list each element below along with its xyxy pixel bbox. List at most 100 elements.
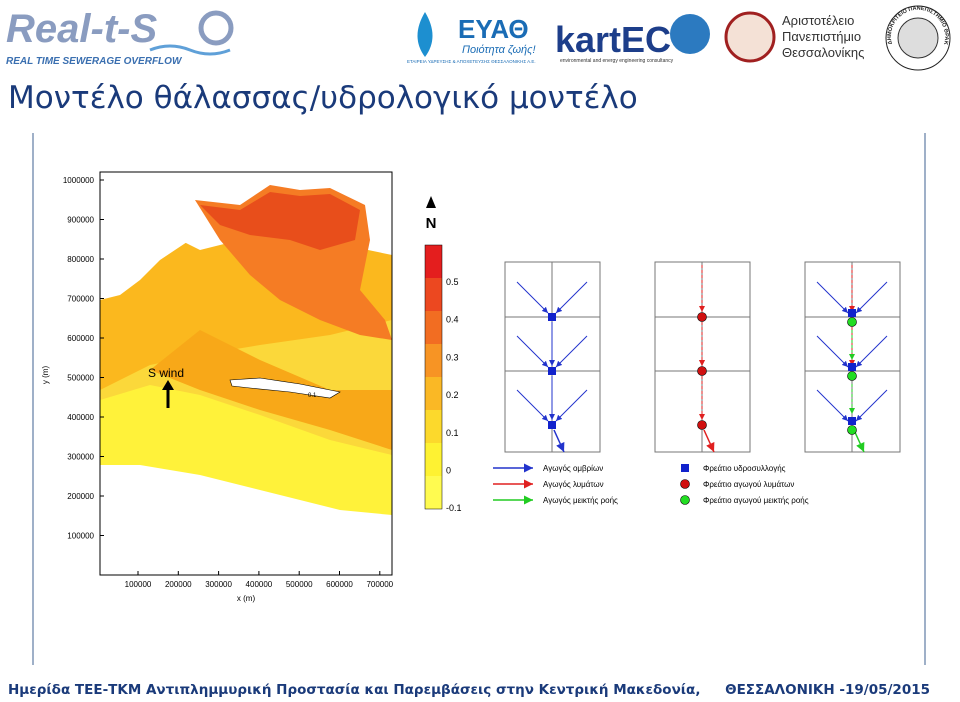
shape — [149, 44, 231, 56]
y-ticks: 1000000 900000 800000 700000 600000 500000 400… — [63, 176, 104, 541]
sewer-node — [697, 366, 707, 376]
shape — [162, 380, 174, 390]
y-tick-label: 600000 — [67, 334, 94, 343]
x-tick-label: 700000 — [366, 580, 393, 589]
colorbar-band — [425, 278, 442, 311]
legend-label: Αγωγός μεικτής ροής — [543, 496, 618, 505]
storm-pipe — [555, 335, 588, 368]
map-island — [229, 377, 341, 399]
north-label: N — [426, 215, 437, 232]
x-tick-label: 300000 — [205, 580, 232, 589]
storm-pipe — [555, 389, 588, 422]
inlet-node — [548, 421, 556, 429]
outlet-pipe — [853, 429, 865, 453]
colorbar-band — [425, 344, 442, 377]
legend-node — [680, 495, 690, 505]
colorbar-band — [425, 377, 442, 410]
map-zone — [100, 385, 392, 540]
y-tick-label: 700000 — [67, 295, 94, 304]
x-tick-label: 600000 — [326, 580, 353, 589]
colorbar-tick-label: 0.1 — [446, 428, 459, 438]
shape — [417, 12, 433, 57]
colorbar-band — [425, 443, 442, 476]
sewer-node — [697, 420, 707, 430]
legend-label: Φρεάτιο αγωγού λυμάτων — [703, 480, 794, 489]
logo-text: Real-t-S — [6, 7, 157, 51]
x-ticks: 100000 200000 300000 400000 500000 600000 7000… — [125, 571, 394, 589]
logo-realtso: Real-t-S REAL TIME SEWERAGE OVERFLOW — [6, 7, 234, 67]
y-tick-label: 200000 — [67, 492, 94, 501]
shape — [670, 14, 710, 54]
legend-node — [681, 464, 689, 472]
contour-label: 0.1 — [308, 393, 317, 399]
storm-pipe — [855, 389, 888, 422]
colorbar-tick-label: 0 — [446, 466, 451, 476]
y-tick-label: 500000 — [67, 374, 94, 383]
map-land — [100, 465, 392, 575]
colorbar-band — [425, 476, 442, 509]
y-tick-label: 300000 — [67, 453, 94, 462]
logo-auth: Αριστοτέλειο Πανεπιστήμιο Θεσσαλονίκης — [724, 11, 864, 63]
legend-label: Αγωγός λυμάτων — [543, 480, 604, 489]
y-tick-label: 400000 — [67, 413, 94, 422]
storm-pipe — [816, 281, 849, 314]
x-tick-label: 200000 — [165, 580, 192, 589]
storm-pipe — [516, 281, 549, 314]
colorbar-band — [425, 311, 442, 344]
map-zone — [200, 192, 360, 250]
x-axis-label: x (m) — [237, 594, 256, 603]
inlet-node — [848, 309, 856, 317]
storm-pipe — [555, 281, 588, 314]
x-tick-label: 400000 — [246, 580, 273, 589]
footer-event: Ημερίδα ΤΕΕ-ΤΚΜ Αντιπλημμυρική Προστασία… — [8, 682, 701, 698]
legend-label: Φρεάτιο αγωγού μεικτής ροής — [703, 496, 809, 505]
outlet-pipe — [703, 429, 715, 453]
shape — [426, 196, 436, 208]
colorbar-border — [424, 244, 443, 510]
colorbar-tick-label: 0.3 — [446, 352, 459, 362]
x-tick-label: 100000 — [125, 580, 152, 589]
storm-pipe — [816, 389, 849, 422]
shape — [897, 17, 939, 59]
storm-pipe — [516, 389, 549, 422]
logo-text: kartEC — [555, 19, 671, 60]
map: S wind 0.1 y (m) x (m) 10000009000008000… — [41, 171, 462, 603]
map-land — [100, 172, 392, 300]
logo-kartec: kartEC environmental and energy engineer… — [555, 14, 710, 64]
inlet-node — [548, 313, 556, 321]
colorbar-band — [425, 410, 442, 443]
network-diagram: Αγωγός ομβρίων Αγωγός λυμάτων Αγωγός μεικτ… — [493, 261, 901, 505]
map-border — [99, 171, 393, 576]
colorbar-tick-label: 0.5 — [446, 277, 459, 287]
inlet-node — [548, 367, 556, 375]
mixed-node — [847, 425, 857, 435]
logo-text: ΕΥΑΘ — [458, 14, 529, 44]
sewer-node — [697, 312, 707, 322]
colorbar: 0.5 0.4 0.3 0.2 0.1 0 -0.1 — [424, 244, 462, 513]
logo-caption: environmental and energy engineering con… — [560, 58, 674, 64]
legend-label: Φρεάτιο υδροσυλλογής — [703, 464, 786, 473]
colorbar-band — [425, 245, 442, 278]
footer-date: ΘΕΣΣΑΛΟΝΙΚΗ -19/05/2015 — [725, 682, 930, 698]
shape — [724, 11, 776, 63]
logo-line: Πανεπιστήμιο — [782, 29, 861, 44]
y-tick-label: 800000 — [67, 255, 94, 264]
y-tick-label: 900000 — [67, 216, 94, 225]
mixed-node — [847, 317, 857, 327]
colorbar-tick-label: -0.1 — [446, 503, 462, 513]
legend-node — [680, 479, 690, 489]
storm-pipe — [855, 281, 888, 314]
storm-pipe — [816, 335, 849, 368]
slide-title: Μοντέλο θάλασσας/υδρολογικό μοντέλο — [8, 80, 638, 116]
y-axis-label: y (m) — [41, 366, 50, 385]
logo-line: Θεσσαλονίκης — [782, 45, 864, 60]
logo-caption: ΕΤΑΙΡΕΙΑ ΥΔΡΕΥΣΗΣ & ΑΠΟΧΕΤΕΥΣΗΣ ΘΕΣΣΑΛΟΝ… — [407, 59, 536, 64]
storm-pipe — [855, 335, 888, 368]
inlet-node — [848, 417, 856, 425]
y-tick-label: 100000 — [67, 532, 94, 541]
logo-line: Αριστοτέλειο — [782, 13, 854, 28]
x-tick-label: 500000 — [286, 580, 313, 589]
shape — [198, 10, 234, 46]
